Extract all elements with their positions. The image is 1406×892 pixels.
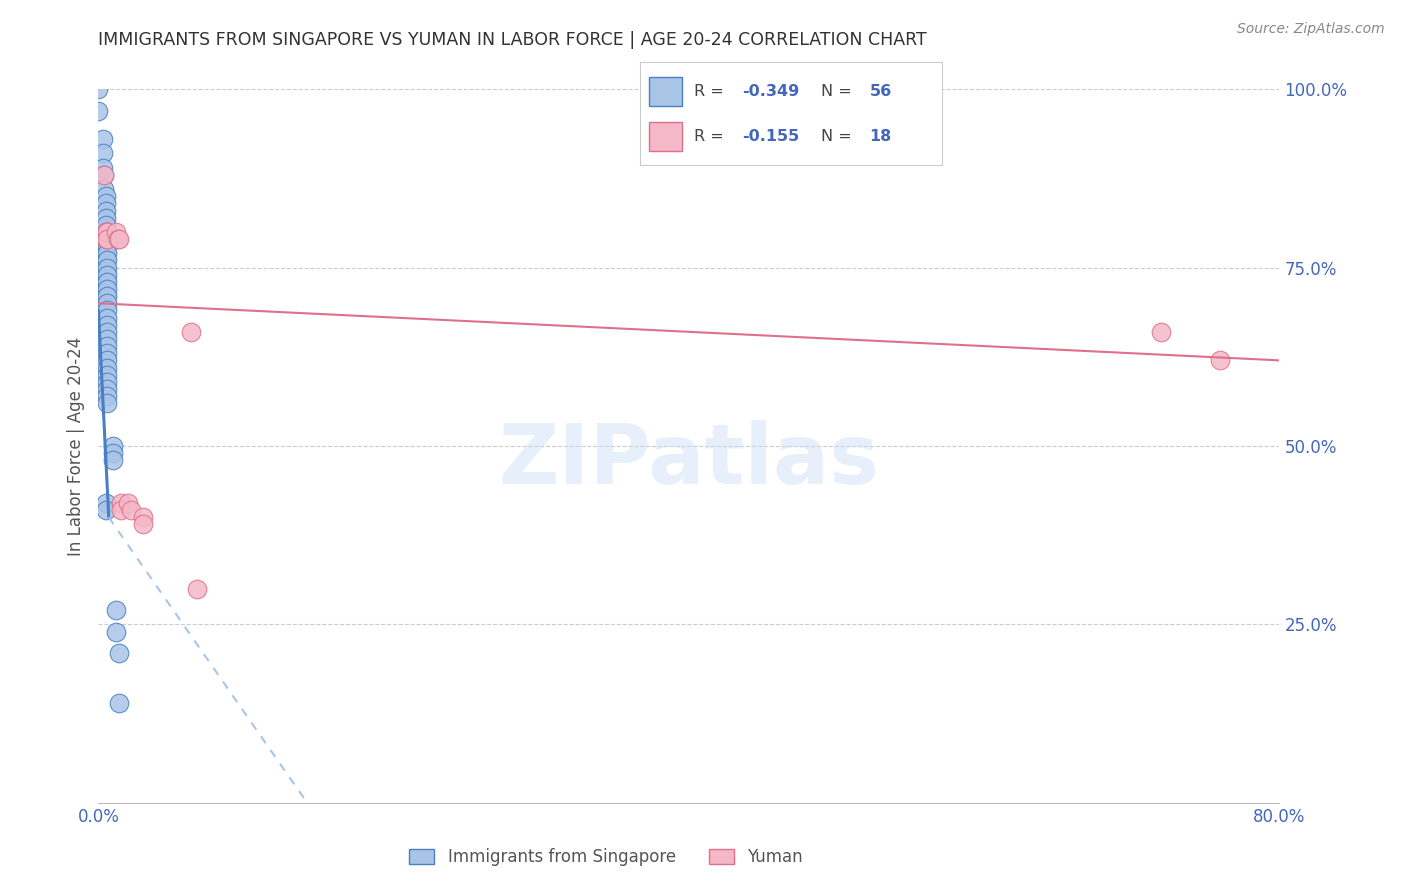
Point <box>94 211 117 225</box>
Text: N =: N = <box>821 84 858 99</box>
Text: -0.155: -0.155 <box>742 128 800 144</box>
Point <box>108 646 131 660</box>
Point <box>132 517 155 532</box>
Point <box>105 624 128 639</box>
Point <box>103 439 125 453</box>
Point <box>94 260 117 275</box>
Point <box>94 289 117 303</box>
Point <box>96 268 118 282</box>
Text: -0.349: -0.349 <box>742 84 800 99</box>
Point <box>107 232 129 246</box>
Point <box>103 446 125 460</box>
Point <box>96 389 118 403</box>
Point <box>94 282 117 296</box>
Point <box>186 582 208 596</box>
Point <box>91 146 114 161</box>
Point <box>96 260 118 275</box>
Text: R =: R = <box>695 128 730 144</box>
Point <box>96 253 118 268</box>
Point <box>96 303 118 318</box>
Point <box>91 161 114 175</box>
Point <box>93 168 115 182</box>
Point <box>117 496 139 510</box>
Point <box>180 325 202 339</box>
Point <box>105 225 128 239</box>
Point <box>1150 325 1173 339</box>
Point <box>96 375 118 389</box>
Point <box>94 275 117 289</box>
Point <box>94 225 117 239</box>
Point <box>94 232 117 246</box>
Point <box>96 225 118 239</box>
Y-axis label: In Labor Force | Age 20-24: In Labor Force | Age 20-24 <box>66 336 84 556</box>
Point <box>91 132 114 146</box>
Point <box>96 346 118 360</box>
Point <box>94 503 117 517</box>
Point <box>96 382 118 396</box>
Point <box>1209 353 1232 368</box>
Point <box>110 503 132 517</box>
Point <box>94 239 117 253</box>
Point <box>120 503 142 517</box>
Text: R =: R = <box>695 84 730 99</box>
Text: IMMIGRANTS FROM SINGAPORE VS YUMAN IN LABOR FORCE | AGE 20-24 CORRELATION CHART: IMMIGRANTS FROM SINGAPORE VS YUMAN IN LA… <box>98 31 927 49</box>
Point <box>93 182 115 196</box>
Point <box>94 268 117 282</box>
Point <box>87 103 110 118</box>
Point <box>94 225 117 239</box>
Point <box>96 360 118 375</box>
Point <box>96 289 118 303</box>
Point <box>94 189 117 203</box>
Text: ZIPatlas: ZIPatlas <box>499 420 879 500</box>
Point <box>96 325 118 339</box>
Point <box>108 232 131 246</box>
Point <box>96 318 118 332</box>
Point <box>94 246 117 260</box>
FancyBboxPatch shape <box>648 77 682 105</box>
Point <box>96 246 118 260</box>
Point <box>96 296 118 310</box>
Point <box>87 82 110 96</box>
Point <box>105 603 128 617</box>
Point <box>96 232 118 246</box>
Point <box>132 510 155 524</box>
Point <box>96 282 118 296</box>
Point <box>96 368 118 382</box>
Point <box>103 453 125 467</box>
Point <box>96 339 118 353</box>
Point <box>96 353 118 368</box>
Point <box>96 232 118 246</box>
Legend: Immigrants from Singapore, Yuman: Immigrants from Singapore, Yuman <box>402 842 810 873</box>
Point <box>94 203 117 218</box>
FancyBboxPatch shape <box>648 122 682 151</box>
Point <box>96 239 118 253</box>
Point <box>108 696 131 710</box>
Text: 56: 56 <box>869 84 891 99</box>
Text: Source: ZipAtlas.com: Source: ZipAtlas.com <box>1237 22 1385 37</box>
Point <box>96 332 118 346</box>
Point <box>94 196 117 211</box>
Text: 18: 18 <box>869 128 891 144</box>
Point <box>94 218 117 232</box>
Point <box>94 232 117 246</box>
Point <box>93 168 115 182</box>
Point <box>96 225 118 239</box>
Point <box>96 396 118 410</box>
Point <box>110 496 132 510</box>
Point <box>96 310 118 325</box>
Text: N =: N = <box>821 128 858 144</box>
Point <box>96 275 118 289</box>
Point <box>94 496 117 510</box>
Point <box>94 253 117 268</box>
